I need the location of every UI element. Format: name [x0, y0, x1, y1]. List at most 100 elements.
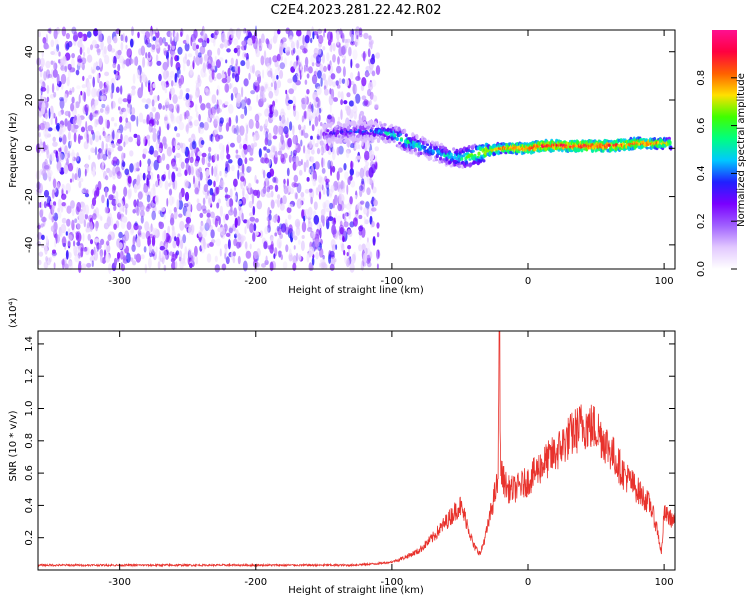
colorbar: 0.00.20.40.60.8 Normalized spectral ampl… — [696, 30, 747, 277]
spectrogram-noise-cell — [308, 103, 313, 109]
spectrogram-noise-cell — [162, 174, 166, 180]
spectrogram-noise-cell — [40, 85, 43, 96]
spectrogram-noise-cell — [338, 167, 343, 173]
spectrogram-noise-cell — [151, 30, 155, 35]
spectrogram-ridge-cell — [341, 134, 345, 138]
spectrogram-noise-cell — [363, 99, 369, 106]
spectrogram-noise-cell — [360, 200, 365, 205]
spectrogram-noise-cell — [216, 72, 222, 80]
spectrogram-noise-cell — [83, 52, 86, 57]
spectrogram-noise-cell — [155, 54, 159, 63]
spectrogram-noise-cell — [248, 72, 251, 81]
spectrogram-noise-cell — [127, 189, 132, 200]
spectrogram-noise-cell — [61, 236, 67, 247]
spectrogram-noise-cell — [301, 221, 307, 233]
spectrogram-noise-cell — [143, 184, 149, 193]
spectrogram-noise-cell — [241, 40, 247, 46]
colorbar-tick-label: 0.2 — [696, 213, 707, 229]
spectrogram-noise-cell — [108, 170, 113, 178]
spectrogram-noise-cell — [76, 85, 81, 90]
spectrogram-noise-cell — [118, 129, 121, 135]
spectrogram-noise-cell — [331, 224, 336, 236]
spectrogram-noise-cell — [61, 26, 67, 37]
spectrogram-noise-cell — [316, 108, 320, 118]
spectrogram-noise-cell — [226, 153, 231, 160]
snr-y-tick-label: 1.2 — [24, 368, 35, 384]
spectrogram-noise-cell — [241, 235, 246, 242]
spectrogram-noise-cell — [87, 82, 91, 90]
spectrogram-ridge-cell — [383, 123, 387, 127]
spectrogram-noise-cell — [291, 49, 295, 56]
spectrogram-noise-cell — [346, 184, 349, 195]
spectrogram-noise-cell — [307, 227, 313, 232]
spectrogram-noise-cell — [95, 65, 100, 71]
spectrogram-noise-cell — [152, 131, 157, 143]
spectrogram-noise-cell — [371, 70, 376, 77]
spectrogram-noise-cell — [300, 139, 303, 147]
spectrogram-noise-cell — [191, 224, 195, 233]
spectrogram-noise-cell — [123, 59, 129, 65]
spectrogram-noise-cell — [302, 48, 308, 54]
snr-x-label: Height of straight line (km) — [288, 585, 424, 596]
spectrogram-noise-cell — [156, 130, 161, 140]
spectrogram-noise-cell — [119, 116, 123, 123]
spectrogram-noise-cell — [169, 195, 174, 206]
spectrogram-noise-cell — [365, 247, 368, 255]
spectrogram-noise-cell — [315, 251, 319, 260]
spectrogram-noise-cell — [233, 178, 238, 187]
spectrogram-noise-cell — [125, 206, 128, 216]
spectrogram-noise-cell — [52, 204, 55, 210]
spectrogram-noise-cell — [253, 251, 259, 260]
spectrogram-noise-cell — [91, 105, 95, 113]
spectrogram-noise-cell — [314, 143, 319, 148]
spectrogram-noise-cell — [124, 230, 130, 242]
spectrogram-noise-cell — [315, 55, 322, 64]
spectrogram-noise-cell — [117, 49, 122, 56]
spectrogram-noise-cell — [323, 31, 325, 38]
spectrogram-noise-cell — [186, 201, 192, 213]
spectrogram-noise-cell — [89, 137, 93, 146]
spectrogram-noise-cell — [361, 77, 367, 87]
spectrogram-noise-cell — [307, 221, 313, 230]
spectrogram-noise-cell — [148, 123, 153, 133]
spectrogram-noise-cell — [65, 250, 69, 260]
spectrogram-noise-cell — [187, 115, 193, 120]
spectrogram-noise-cell — [231, 124, 237, 134]
spectrogram-ridge-cell — [499, 151, 503, 155]
spectrogram-noise-cell — [60, 83, 64, 90]
spectrogram-noise-cell — [285, 95, 290, 107]
spectrogram-ridge-cell — [326, 129, 330, 133]
spectrogram-y-tick-label: 0 — [24, 145, 35, 151]
spectrogram-noise-cell — [88, 74, 93, 80]
spectrogram-noise-cell — [291, 181, 297, 188]
spectrogram-y-tick-label: -40 — [24, 237, 35, 253]
spectrogram-noise-cell — [75, 69, 80, 76]
spectrogram-noise-cell — [375, 65, 381, 76]
spectrogram-noise-cell — [292, 74, 298, 83]
spectrogram-noise-cell — [270, 82, 273, 88]
spectrogram-noise-cell — [137, 31, 140, 39]
spectrogram-noise-cell — [346, 105, 351, 116]
spectrogram-noise-cell — [217, 198, 221, 204]
spectrogram-noise-cell — [94, 99, 99, 106]
snr-y-ticks: 0.20.40.60.81.01.21.4 — [24, 336, 675, 546]
spectrogram-noise-cell — [129, 104, 133, 115]
spectrogram-noise-cell — [357, 202, 361, 210]
spectrogram-y-label: Frequency (Hz) — [8, 112, 19, 188]
spectrogram-x-label: Height of straight line (km) — [288, 285, 424, 296]
spectrogram-noise-cell — [372, 186, 377, 194]
spectrogram-noise-cell — [372, 236, 376, 246]
spectrogram-noise-cell — [217, 47, 221, 56]
spectrogram-ridge-cell — [368, 132, 372, 136]
spectrogram-noise-cell — [219, 248, 222, 257]
spectrogram-noise-cell — [87, 233, 91, 241]
colorbar-tick-label: 0.0 — [696, 261, 707, 277]
spectrogram-noise-cell — [280, 134, 284, 145]
spectrogram-noise-cell — [268, 91, 274, 99]
spectrogram-noise-cell — [269, 244, 274, 254]
spectrogram-noise-cell — [275, 98, 278, 103]
spectrogram-noise-cell — [163, 213, 166, 220]
spectrogram-noise-cell — [311, 74, 318, 85]
spectrogram-noise-cell — [214, 264, 220, 273]
spectrogram-noise-cell — [306, 108, 312, 120]
